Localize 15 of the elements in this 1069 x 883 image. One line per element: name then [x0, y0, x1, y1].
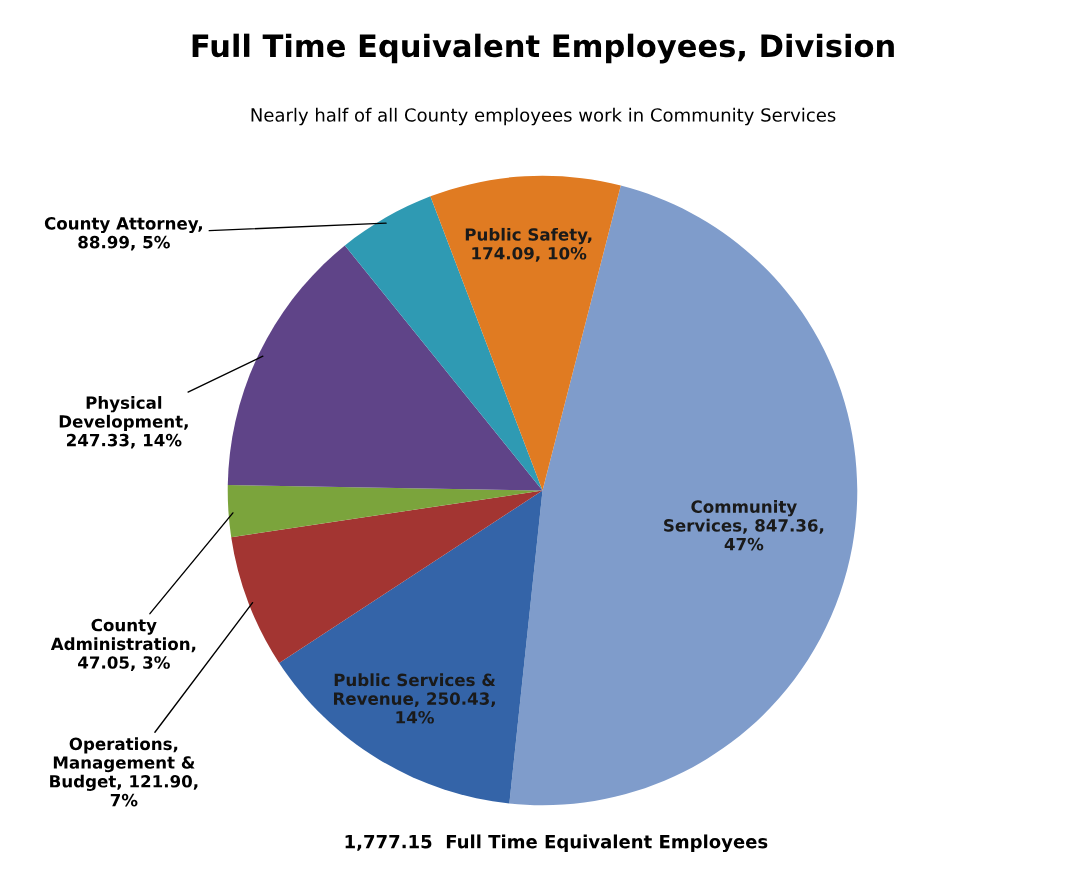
slice-label: Operations, Management & Budget, 121.90, 7%: [50, 737, 198, 807]
slice-label: County Administration, 47.05, 3%: [50, 618, 196, 671]
chart-subtitle: Nearly half of all County employees work in Community Services: [251, 107, 836, 126]
pie-slice: [231, 490, 543, 663]
chart-title: Full Time Equivalent Employees, Division: [192, 33, 894, 64]
slice-label: Physical Development, 247.33, 14%: [59, 396, 188, 449]
pie-slice: [227, 484, 543, 538]
pie-slice: [430, 175, 621, 491]
slice-label: Public Services & Revenue, 250.43, 14%: [334, 673, 496, 724]
pie-slice: [227, 245, 543, 491]
slice-label: Community Services, 847.36, 47%: [664, 500, 824, 551]
pie-slice: [279, 490, 543, 804]
slice-label: Public Safety, 174.09, 10%: [465, 227, 592, 262]
slice-label: County Attorney, 88.99, 5%: [44, 217, 202, 251]
text: 1,777.15 Full Time Equivalent Employees: [345, 834, 768, 853]
